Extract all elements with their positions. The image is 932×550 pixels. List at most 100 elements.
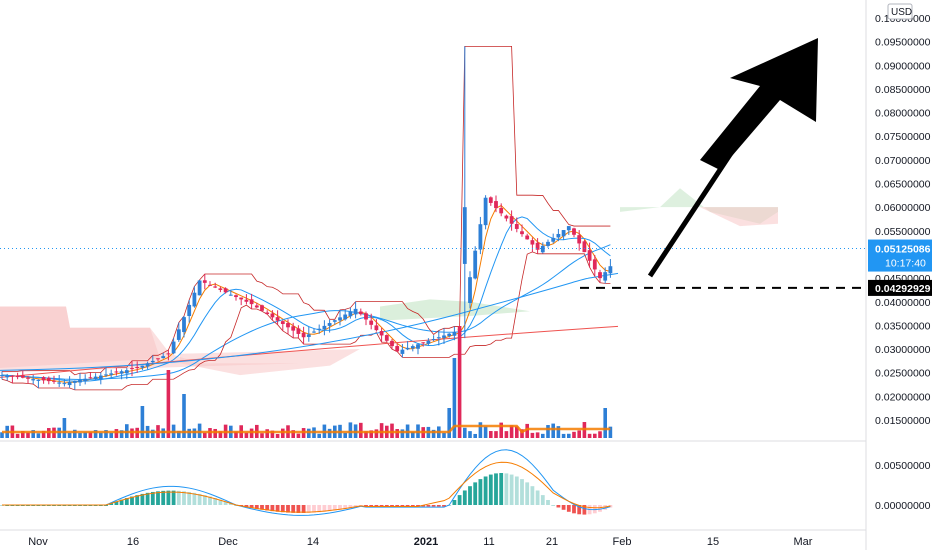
- volume-bar: [140, 406, 145, 438]
- volume-bars: [0, 326, 613, 438]
- time-tick-label: 21: [546, 536, 558, 548]
- volume-bar: [593, 433, 597, 438]
- volume-bar: [546, 425, 550, 438]
- candle-body: [530, 240, 535, 245]
- indicator-lines: [0, 45, 619, 391]
- macd-histogram-bar: [520, 479, 524, 505]
- candle-body: [234, 295, 238, 298]
- candle-body: [31, 379, 36, 381]
- upper-band-line: [2, 45, 611, 376]
- volume-bar: [561, 433, 566, 438]
- macd-histogram-bar: [426, 505, 431, 507]
- price-tick-label: 0.07500000: [875, 131, 931, 143]
- macd-histogram-bar: [327, 505, 332, 512]
- volume-bar: [535, 432, 540, 438]
- macd-histogram-bar: [249, 505, 254, 508]
- macd-histogram-bar: [343, 505, 348, 509]
- macd-histogram-bar: [124, 498, 129, 505]
- volume-bar: [317, 433, 321, 438]
- macd-histogram-bar: [166, 490, 171, 505]
- macd-histogram-bar: [395, 505, 400, 507]
- candle-body: [421, 342, 426, 344]
- candle-body: [124, 370, 129, 374]
- candle-body: [286, 323, 290, 328]
- macd-histogram-bar: [457, 495, 462, 505]
- candle-body: [473, 250, 478, 279]
- ichimoku-cloud: [0, 188, 778, 376]
- volume-bar: [218, 431, 223, 438]
- price-levels: [0, 248, 866, 289]
- macd-histogram-bar: [514, 476, 519, 505]
- macd-histogram-bar: [265, 505, 270, 511]
- arrow-head: [700, 38, 818, 170]
- time-tick-label: Mar: [794, 536, 813, 548]
- macd-histogram-bar: [462, 490, 467, 505]
- volume-ma-line: [2, 424, 611, 434]
- candle-body: [140, 365, 145, 368]
- macd-histogram-bar: [410, 505, 415, 507]
- macd-histogram-bar: [182, 491, 186, 505]
- candle-body: [72, 380, 77, 383]
- macd-histogram-bar: [374, 505, 379, 507]
- candle-body: [52, 380, 56, 382]
- volume-bar: [119, 430, 124, 438]
- macd-histogram-bar: [577, 505, 582, 515]
- candle-body: [452, 331, 457, 336]
- candle-body: [405, 347, 410, 350]
- candle-body: [592, 259, 597, 270]
- macd-histogram-bar: [223, 501, 228, 505]
- price-tick-label: 0.09000000: [875, 60, 931, 72]
- volume-bar: [499, 422, 503, 438]
- cloud-bull-area-mid: [380, 299, 530, 321]
- candle-body: [384, 335, 389, 341]
- macd-histogram-bar: [494, 473, 498, 505]
- price-tick-label: 0.05500000: [875, 226, 931, 238]
- macd-histogram-bar: [317, 505, 322, 513]
- lower-band-line: [1, 251, 611, 391]
- candle-body: [338, 317, 342, 321]
- macd-histogram-bar: [566, 505, 571, 512]
- macd-histogram-bar: [504, 473, 509, 505]
- current-price-label: 0.05125086: [875, 244, 931, 256]
- macd-histogram-bar: [509, 474, 514, 505]
- macd-histogram-bar: [332, 505, 337, 511]
- macd-histogram-bar: [400, 505, 405, 507]
- volume-bar: [166, 370, 171, 438]
- price-axis[interactable]: 0.100000000.095000000.090000000.08500000…: [868, 3, 932, 512]
- candle-body: [166, 353, 171, 355]
- candle-body: [551, 237, 556, 242]
- candle-body: [322, 325, 327, 330]
- volume-bar: [327, 428, 332, 438]
- volume-bar: [15, 433, 20, 438]
- time-axis[interactable]: Nov 16 Dec 14 2021 11 21 Feb 15 Mar: [28, 536, 813, 548]
- macd-histogram-bar: [312, 505, 316, 513]
- candle-body: [327, 323, 332, 326]
- macd-histogram-bar: [384, 505, 389, 507]
- time-tick-label: Nov: [28, 536, 48, 548]
- ema-100-line: [0, 272, 619, 371]
- candle-body: [26, 377, 30, 379]
- candle-body: [379, 331, 384, 336]
- macd-histogram-bar: [119, 499, 124, 505]
- candle-body: [462, 207, 467, 264]
- candle-body: [494, 201, 498, 209]
- volume-bar: [364, 431, 368, 438]
- volume-bar: [379, 423, 384, 438]
- candle-body: [244, 299, 249, 302]
- candle-body: [504, 215, 509, 219]
- volume-bar: [281, 428, 285, 438]
- candle-body: [369, 320, 374, 325]
- volume-bar: [265, 429, 269, 438]
- price-tick-label: 0.02000000: [875, 391, 931, 403]
- macd-histogram-bar: [244, 505, 249, 507]
- candle-body: [572, 228, 576, 235]
- candle-body: [275, 317, 280, 321]
- marked-level-tag: [868, 279, 932, 296]
- candle-body: [291, 326, 296, 331]
- candle-body: [332, 320, 337, 322]
- macd-histogram-bar: [156, 491, 160, 505]
- volume-bar: [468, 431, 472, 438]
- candle-body: [270, 313, 275, 318]
- cloud-bear-area-future: [625, 207, 778, 227]
